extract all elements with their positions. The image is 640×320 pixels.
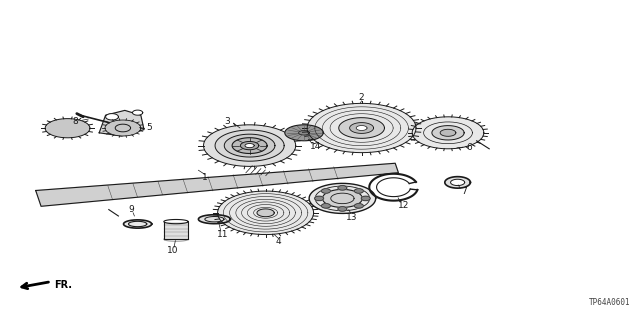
- Circle shape: [355, 189, 364, 193]
- Ellipse shape: [215, 130, 284, 161]
- Ellipse shape: [241, 141, 259, 150]
- Ellipse shape: [323, 189, 362, 207]
- Text: 3: 3: [225, 117, 230, 126]
- Ellipse shape: [204, 125, 296, 166]
- Ellipse shape: [356, 125, 367, 131]
- Text: 4: 4: [276, 237, 281, 246]
- Text: 9: 9: [129, 205, 134, 214]
- Text: 11: 11: [217, 230, 228, 239]
- Text: 12: 12: [397, 201, 409, 210]
- Ellipse shape: [218, 191, 314, 235]
- Text: 8: 8: [73, 117, 78, 126]
- Text: FR.: FR.: [54, 280, 72, 291]
- Ellipse shape: [232, 138, 267, 154]
- Ellipse shape: [339, 118, 385, 138]
- Circle shape: [321, 204, 330, 208]
- Ellipse shape: [124, 220, 152, 228]
- Circle shape: [315, 196, 324, 201]
- Ellipse shape: [245, 143, 254, 148]
- Ellipse shape: [432, 126, 464, 140]
- Ellipse shape: [451, 179, 465, 186]
- Ellipse shape: [198, 215, 230, 224]
- Polygon shape: [99, 110, 144, 136]
- Bar: [164, 221, 188, 239]
- Text: 13: 13: [346, 213, 358, 222]
- Ellipse shape: [440, 129, 456, 136]
- Ellipse shape: [299, 131, 309, 135]
- Text: 10: 10: [167, 246, 179, 255]
- Polygon shape: [36, 163, 399, 206]
- Ellipse shape: [445, 177, 470, 188]
- Ellipse shape: [224, 134, 275, 157]
- Text: TP64A0601: TP64A0601: [589, 298, 630, 307]
- Text: 5: 5: [147, 124, 152, 132]
- Ellipse shape: [105, 120, 141, 136]
- Text: 6: 6: [467, 143, 472, 152]
- Circle shape: [338, 186, 347, 190]
- Ellipse shape: [307, 103, 416, 153]
- Ellipse shape: [115, 124, 131, 132]
- Text: 7: 7: [461, 188, 467, 196]
- Circle shape: [361, 196, 370, 201]
- Ellipse shape: [132, 110, 143, 115]
- Ellipse shape: [309, 183, 376, 213]
- Text: 2: 2: [359, 93, 364, 102]
- Text: 1: 1: [202, 173, 207, 182]
- Circle shape: [321, 189, 330, 193]
- Circle shape: [355, 204, 364, 208]
- Ellipse shape: [106, 114, 118, 120]
- Ellipse shape: [412, 117, 484, 149]
- Ellipse shape: [349, 123, 374, 133]
- Circle shape: [338, 207, 347, 211]
- Ellipse shape: [257, 209, 274, 217]
- Ellipse shape: [45, 119, 90, 138]
- Text: 14: 14: [310, 142, 321, 151]
- Ellipse shape: [285, 125, 323, 141]
